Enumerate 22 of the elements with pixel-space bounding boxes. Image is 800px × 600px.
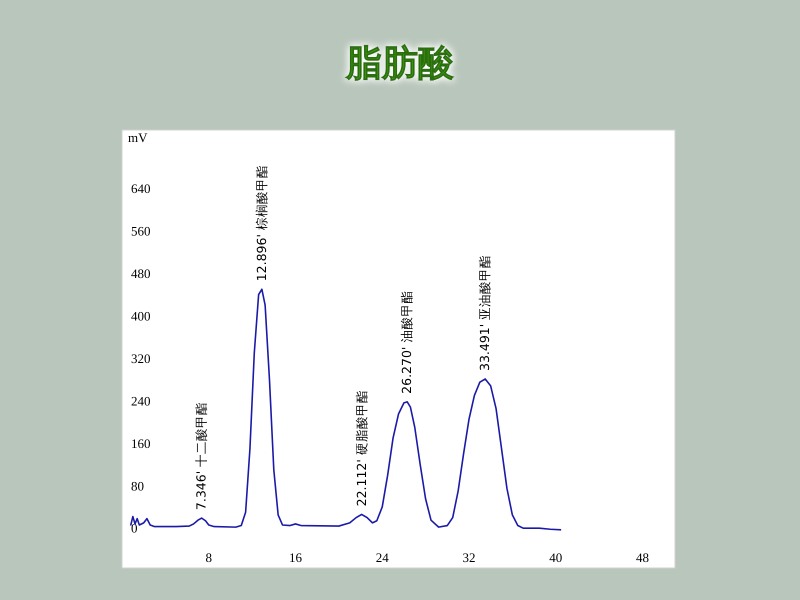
x-tick-label: 40	[549, 550, 562, 565]
x-tick-label: 32	[462, 550, 476, 565]
annotation: 12.896' 棕榈酸甲酯	[254, 165, 269, 282]
x-tick-label: 24	[376, 550, 390, 565]
y-tick-label: 480	[131, 266, 150, 281]
annotation: 7.346' 十二酸甲酯	[194, 402, 209, 510]
y-tick-label: 240	[131, 393, 150, 408]
y-tick-label: 400	[131, 308, 150, 324]
y-axis-title: mV	[128, 130, 148, 145]
annotation: 33.491' 亚油酸甲酯	[477, 254, 492, 371]
y-tick-label: 560	[131, 223, 150, 238]
y-tick-label: 320	[131, 350, 150, 366]
y-tick-label: 640	[131, 180, 150, 196]
x-tick-label: 16	[288, 550, 302, 565]
x-tick-label: 8	[205, 550, 212, 565]
y-tick-label: 160	[131, 436, 150, 451]
chart-title: 脂肪酸	[345, 43, 454, 84]
annotation: 26.270' 油酸甲酯	[398, 290, 414, 394]
y-tick-label: 0	[131, 520, 138, 536]
annotation: 22.112' 硬脂酸甲酯	[354, 390, 369, 506]
x-tick-label: 48	[636, 550, 649, 565]
y-tick-label: 80	[131, 478, 144, 494]
